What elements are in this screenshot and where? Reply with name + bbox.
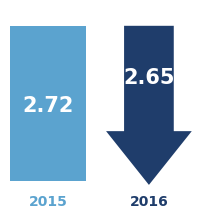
Text: 2.65: 2.65	[123, 68, 175, 89]
Polygon shape	[106, 26, 192, 185]
Text: 2.72: 2.72	[22, 96, 74, 116]
Bar	[10, 26, 86, 181]
Text: 2016: 2016	[130, 195, 168, 209]
Text: 2015: 2015	[29, 195, 67, 209]
